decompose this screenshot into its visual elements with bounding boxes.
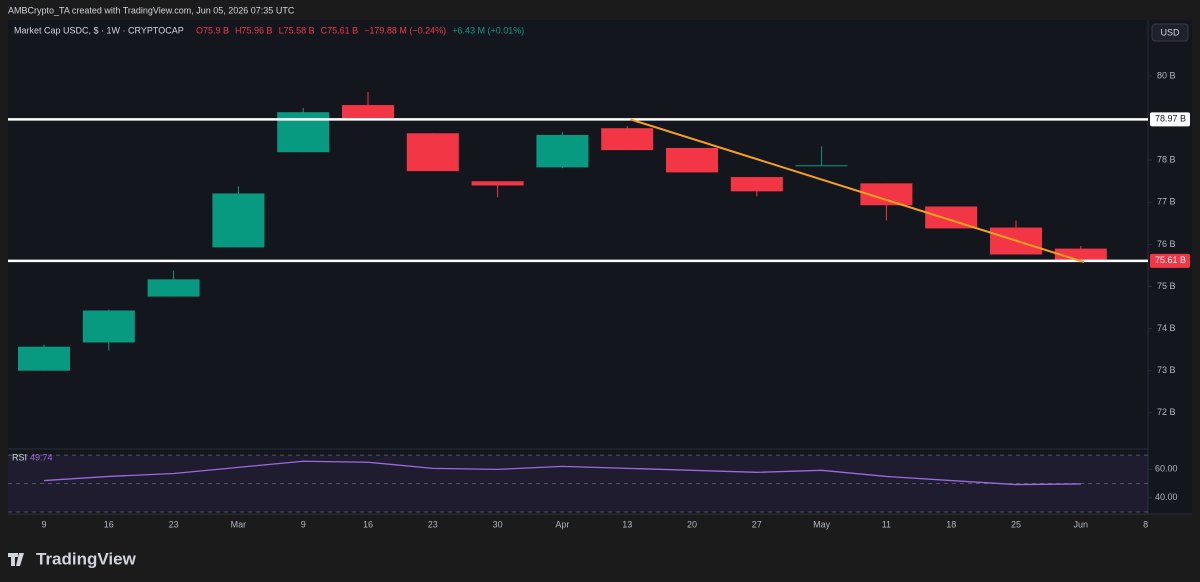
legend-item: −179.88 M (−0.24%) [364, 25, 446, 35]
y-tick-label: 76 B [1157, 239, 1176, 249]
rsi-value: 49.74 [30, 452, 53, 462]
symbol-title: Market Cap USDC, $ · 1W · CRYPTOCAP [14, 25, 184, 35]
level-label: 78.97 B [1155, 114, 1186, 124]
candle-body [666, 147, 718, 173]
y-tick-label: 74 B [1157, 323, 1176, 333]
candle-body [925, 206, 978, 229]
x-tick-label: Apr [555, 519, 569, 529]
y-tick-label: 77 B [1157, 197, 1176, 207]
legend-item: O75.9 B [196, 25, 229, 35]
x-tick-label: 9 [41, 519, 46, 529]
x-tick-label: 16 [104, 519, 114, 529]
y-tick-label: 75 B [1157, 281, 1176, 291]
level-label-bg [1150, 112, 1190, 127]
rsi-line [43, 460, 1081, 486]
x-tick-label: 16 [363, 519, 373, 529]
candle-body [860, 183, 913, 206]
x-tick-label: Mar [231, 519, 247, 529]
x-tick-label: 11 [882, 519, 891, 529]
candle-body [601, 128, 654, 151]
x-tick-label: 18 [946, 519, 956, 529]
y-tick-label: 73 B [1157, 365, 1176, 375]
candle-body [18, 346, 70, 371]
rsi-y-tick-label: 60.00 [1155, 464, 1178, 474]
candle-body [212, 193, 265, 248]
x-tick-label: 20 [687, 519, 697, 529]
x-tick-label: May [813, 519, 831, 529]
legend-item: L75.58 B [279, 25, 315, 35]
x-tick-label: 13 [622, 519, 632, 529]
candle-body [342, 105, 394, 121]
y-tick-label: 80 B [1157, 70, 1176, 80]
brand-logo: TradingView [8, 549, 137, 568]
legend-item: H75.96 B [235, 25, 273, 35]
chart-panel [8, 20, 1192, 514]
currency-button[interactable] [1151, 23, 1189, 42]
x-tick-label: Jun [1074, 519, 1089, 529]
x-tick-label: 9 [301, 519, 306, 529]
x-tick-label: 8 [1143, 519, 1148, 529]
x-tick-label: 25 [1011, 519, 1021, 529]
x-tick-label: 23 [169, 519, 179, 529]
rsi-label: RSI [12, 452, 27, 462]
x-tick-label: 30 [493, 519, 503, 529]
level-label-bg [1150, 253, 1190, 268]
brand-icon [8, 553, 24, 566]
candle-body [471, 181, 524, 186]
candle-body [536, 134, 589, 168]
x-tick-label: 23 [428, 519, 438, 529]
header-text: AMBCrypto_TA created with TradingView.co… [8, 5, 295, 15]
y-tick-label: 78 B [1157, 155, 1176, 165]
rsi-y-tick-label: 40.00 [1155, 492, 1178, 502]
candle-body [795, 165, 848, 167]
currency-label[interactable]: USD [1160, 27, 1180, 37]
y-tick-label: 72 B [1157, 407, 1176, 417]
candle-body [147, 279, 200, 297]
x-tick-label: 27 [752, 519, 762, 529]
brand-name: TradingView [36, 549, 137, 568]
trendline [630, 118, 1085, 264]
legend-item: +6.43 M (+0.01%) [452, 25, 524, 35]
candle-body [82, 310, 135, 343]
candle-body [730, 177, 783, 192]
level-label: 75.61 B [1155, 255, 1186, 265]
candle-body [406, 133, 459, 172]
legend-item: C75.61 B [321, 25, 359, 35]
